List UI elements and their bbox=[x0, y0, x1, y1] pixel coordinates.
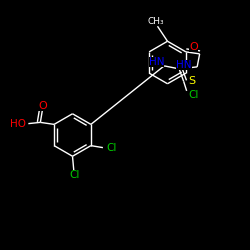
Text: HO: HO bbox=[10, 120, 26, 130]
Text: CH₃: CH₃ bbox=[147, 17, 164, 26]
Text: Cl: Cl bbox=[106, 144, 116, 153]
Text: S: S bbox=[189, 76, 196, 86]
Text: O: O bbox=[189, 42, 198, 52]
Text: HN: HN bbox=[149, 58, 164, 67]
Text: HN: HN bbox=[176, 60, 192, 70]
Text: Cl: Cl bbox=[69, 170, 80, 180]
Text: O: O bbox=[38, 101, 47, 111]
Text: Cl: Cl bbox=[188, 90, 198, 100]
